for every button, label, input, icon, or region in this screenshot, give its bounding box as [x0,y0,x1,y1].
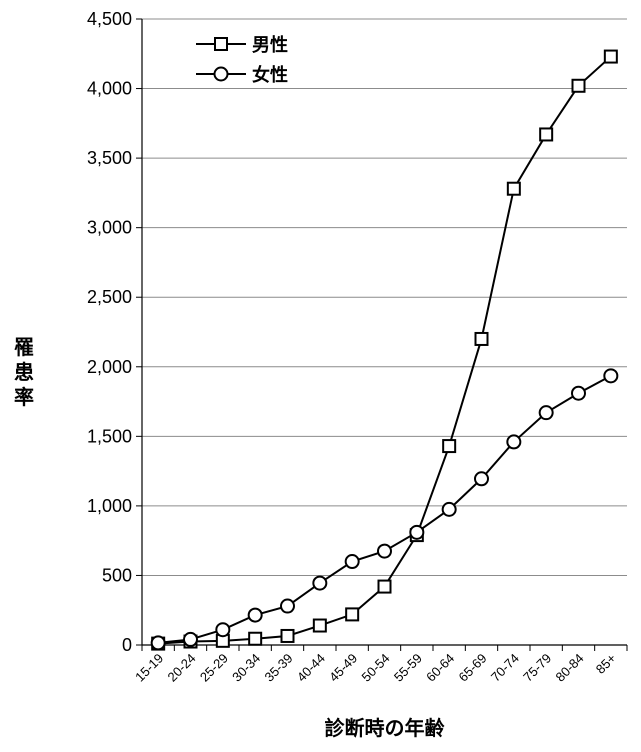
x-tick-label: 65-69 [456,651,490,685]
legend-label: 女性 [252,64,288,86]
x-tick-labels: 15-1920-2425-2930-3435-3940-4445-4950-54… [132,651,619,685]
legend-marker-square [214,37,228,51]
legend-label: 男性 [252,34,288,56]
y-axis-title: 罹患率 [14,335,34,409]
data-point-square [539,127,554,142]
data-point-circle [571,385,586,401]
y-tick-label: 1,000 [87,496,132,516]
x-tick-label: 55-59 [391,651,425,685]
x-tick-label: 25-29 [197,651,231,685]
data-point-square [312,618,327,633]
y-tick-label: 4,000 [87,79,132,99]
y-tick-label: 4,500 [87,9,132,29]
x-tick-label: 20-24 [165,651,199,685]
data-point-circle [538,405,554,421]
data-point-circle [312,575,328,591]
data-point-circle [377,543,392,559]
legend-marker-circle [213,66,229,82]
x-tick-label: 40-44 [294,651,328,685]
data-point-circle [344,554,360,570]
data-point-square [345,607,360,622]
x-tick-label: 75-79 [520,651,554,685]
x-tick-label: 30-34 [229,651,263,685]
y-tick-label: 1,500 [87,426,132,446]
data-point-square [280,628,295,643]
y-tick-label: 2,500 [87,287,132,307]
data-point-square [248,631,263,646]
x-tick-label: 15-19 [132,651,166,685]
x-tick-label: 70-74 [488,651,522,685]
data-point-circle [603,368,619,384]
y-tick-labels: 0 500 1,000 1,500 2,000 2,500 3,000 3,500 4,000 4… [87,9,132,655]
data-point-square [442,439,457,454]
data-point-circle [280,598,295,614]
data-point-circle [183,631,198,647]
data-point-circle [247,607,263,623]
data-point-circle [150,635,166,651]
x-tick-label: 60-64 [423,651,457,685]
y-tick-label: 2,000 [87,357,132,377]
data-point-square [506,181,521,196]
gridlines [142,18,627,576]
x-tick-label: 35-39 [262,651,296,685]
y-tick-label: 500 [102,565,132,585]
x-tick-label: 45-49 [326,651,360,685]
x-tick-label: 80-84 [553,651,587,685]
data-point-circle [409,524,425,540]
data-point-square [603,49,618,64]
y-tick-label: 3,000 [87,218,132,238]
data-point-square [474,331,489,346]
data-point-circle [506,434,522,450]
data-point-square [377,579,392,594]
data-point-circle [215,622,231,638]
series-layer [150,49,619,651]
x-tick-label: 50-54 [359,651,393,685]
data-point-square [571,78,586,93]
data-point-circle [474,471,489,487]
x-tick-label: 85+ [593,651,619,677]
y-tick-label: 0 [122,635,132,655]
x-axis-title: 診断時の年齢 [325,716,446,740]
data-point-circle [441,501,457,517]
y-tick-label: 3,500 [87,148,132,168]
